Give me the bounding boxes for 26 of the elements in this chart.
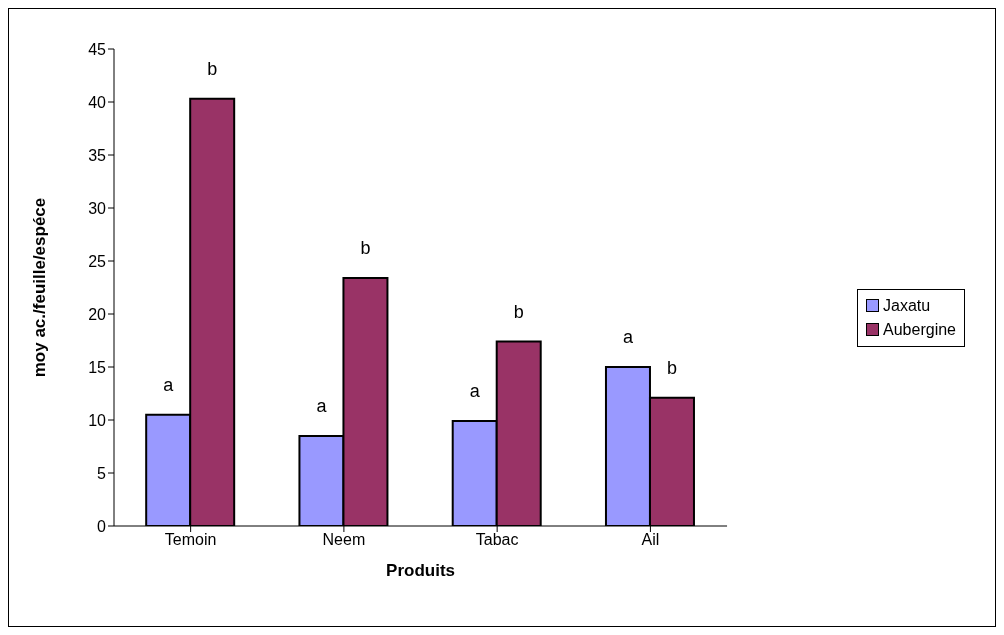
- data-label: a: [469, 381, 481, 402]
- data-label: a: [163, 374, 175, 395]
- y-tick-label: 30: [88, 199, 107, 217]
- data-label: b: [666, 357, 677, 378]
- x-tick-label: Tabac: [475, 531, 519, 549]
- y-tick-label: 35: [88, 146, 107, 164]
- x-axis-title: Produits: [386, 561, 455, 580]
- y-axis-title: moy ac./feuille/espéce: [30, 197, 50, 378]
- data-label: b: [513, 301, 524, 322]
- x-tick-label: Temoin: [164, 531, 217, 549]
- y-tick-label: 0: [97, 517, 107, 535]
- data-label: a: [622, 327, 634, 347]
- y-tick-label: 40: [88, 93, 107, 111]
- y-tick-label: 45: [88, 40, 107, 58]
- x-tick-label: Ail: [641, 531, 660, 549]
- y-tick-label: 5: [97, 464, 107, 482]
- data-label: b: [207, 58, 218, 79]
- data-label: b: [360, 237, 371, 258]
- data-label: a: [316, 395, 328, 416]
- y-tick-label: 15: [88, 358, 107, 376]
- y-tick-label: 20: [88, 305, 107, 323]
- x-tick-label: Neem: [322, 531, 366, 549]
- legend-label: Aubergine: [883, 319, 956, 340]
- y-tick-label: 10: [88, 411, 107, 429]
- y-tick-label: 25: [88, 252, 107, 270]
- legend-label: Jaxatu: [883, 295, 931, 316]
